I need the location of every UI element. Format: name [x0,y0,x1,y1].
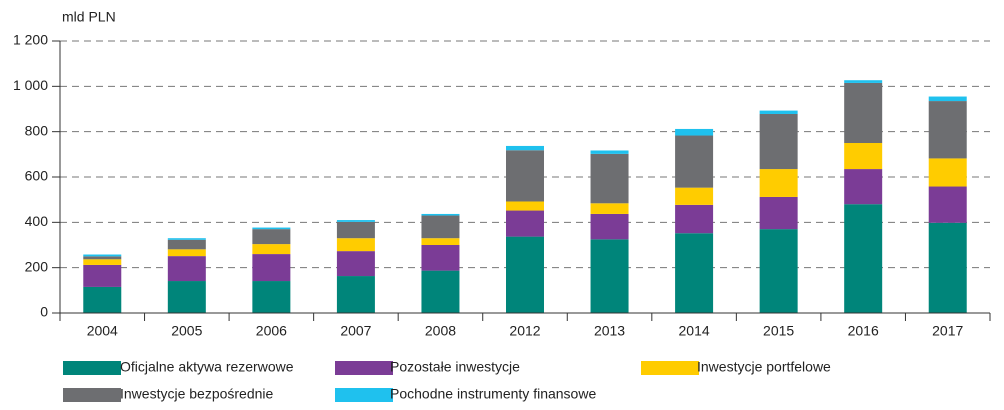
bar-segment [167,238,206,240]
x-tick-label: 2008 [425,323,456,339]
bar-segment [83,286,122,313]
bar-segment [83,259,122,265]
bar-segment [252,227,291,230]
x-tick-label: 2015 [763,323,794,339]
bar-segment [506,236,544,313]
bar-segment [83,254,122,257]
y-tick-label: 800 [25,122,49,138]
bar-segment [336,220,375,222]
bar-segment [844,82,883,143]
bar-segment [928,158,967,187]
bar-segment [336,221,375,239]
bar-segment [675,128,714,136]
bar-segment [336,238,375,252]
x-tick-label: 2016 [848,323,879,339]
bar-segment [252,254,291,282]
legend-label: Pozostałe inwestycje [390,359,520,375]
legend-swatch [335,388,393,402]
bar-segment [590,150,629,154]
x-tick-label: 2007 [340,323,371,339]
legend-label: Inwestycje bezpośrednie [120,386,274,402]
bar-segment [590,239,629,313]
bar-segment [590,153,629,204]
bar-segment [675,187,714,205]
bar-segment [844,204,883,313]
bar-segment [928,222,967,313]
legend-label: Pochodne instrumenty finansowe [390,386,596,402]
bar-segment [83,264,122,287]
y-tick-label: 1 200 [13,32,48,48]
bar-segment [167,256,206,282]
bar-segment [759,229,798,313]
bar-segment [167,239,206,250]
legend-swatch [63,361,121,375]
bar-segment [252,229,291,245]
bar-segment [167,281,206,313]
y-tick-label: 1 000 [13,77,48,93]
bar-segment [844,169,883,205]
bar-segment [590,203,629,214]
bar-segment [336,251,375,277]
bar-segment [590,213,629,240]
bar-segment [675,233,714,313]
y-axis-label: mld PLN [62,9,116,25]
y-tick-label: 0 [40,304,48,320]
legend-swatch [63,388,121,402]
bar-segment [252,244,291,255]
x-tick-label: 2012 [509,323,540,339]
y-tick-label: 200 [25,258,49,274]
y-tick-label: 400 [25,213,49,229]
bar-segment [928,96,967,102]
bar-segment [928,186,967,223]
bar-segment [506,150,544,202]
bar-segment [421,245,460,271]
bar-segment [167,249,206,257]
bar-segment [336,276,375,313]
x-tick-label: 2006 [256,323,287,339]
bar-segment [675,204,714,234]
bar-segment [759,113,798,170]
legend-label: Inwestycje portfelowe [697,359,831,375]
x-tick-label: 2005 [171,323,202,339]
bar-segment [759,196,798,230]
bar-segment [252,281,291,313]
bar-segment [421,238,460,245]
bar-segment [675,135,714,188]
bar-segment [506,145,544,151]
legend-swatch [641,361,699,375]
legend-swatch [335,361,393,375]
bar-segment [759,110,798,114]
x-tick-label: 2013 [594,323,625,339]
bar-segment [421,213,460,216]
bar-segment [506,210,544,237]
x-tick-label: 2017 [932,323,963,339]
bar-segment [844,80,883,83]
x-tick-label: 2004 [87,323,118,339]
bar-segment [506,201,544,211]
bar-segment [421,270,460,313]
bar-segment [83,256,122,260]
bar-segment [421,215,460,239]
bar-segment [844,143,883,170]
x-tick-label: 2014 [679,323,710,339]
bar-segment [928,101,967,159]
y-tick-label: 600 [25,168,49,184]
bar-segment [759,169,798,197]
legend-label: Oficjalne aktywa rezerwowe [120,359,294,375]
